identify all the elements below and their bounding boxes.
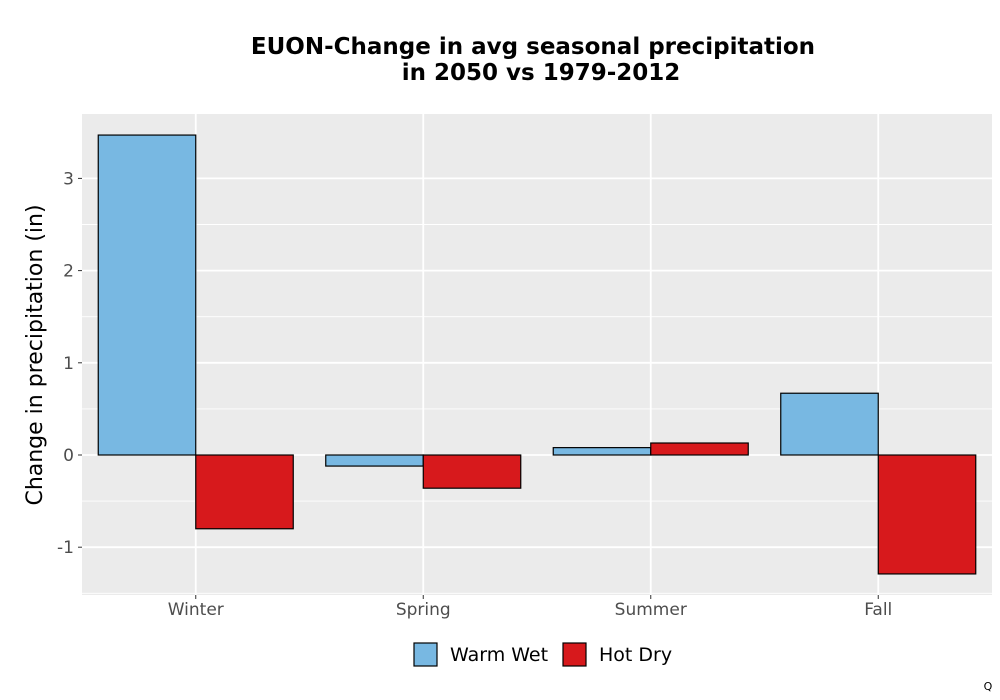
y-tick-label: -1	[57, 538, 74, 558]
y-tick-label: 3	[63, 169, 74, 189]
bar-warm-wet-fall	[780, 392, 879, 456]
legend-label: Warm Wet	[450, 644, 548, 666]
bar-warm-wet-summer	[552, 447, 652, 456]
corner-mark: Q	[984, 680, 993, 693]
bars	[97, 134, 977, 575]
legend: Warm Wet Hot Dry	[413, 642, 672, 667]
x-tick-label: Spring	[396, 600, 451, 620]
y-axis: -1 0 1 2 3	[57, 169, 82, 558]
legend-swatch	[562, 642, 587, 667]
bar-hot-dry-fall	[877, 454, 977, 575]
y-tick-label: 1	[63, 354, 74, 374]
x-axis: Winter Spring Summer Fall	[168, 595, 892, 620]
legend-swatch	[413, 642, 438, 667]
bar-warm-wet-spring	[325, 454, 424, 467]
chart-title-line-1: EUON-Change in avg seasonal precipitatio…	[251, 34, 815, 60]
bar-hot-dry-summer	[650, 442, 749, 456]
bar-hot-dry-winter	[195, 454, 294, 530]
legend-label: Hot Dry	[599, 644, 672, 666]
y-tick-label: 0	[63, 446, 74, 466]
y-tick-label: 2	[63, 262, 74, 282]
chart-title-line-2: in 2050 vs 1979-2012	[402, 60, 681, 86]
x-tick-label: Winter	[168, 600, 224, 620]
y-axis-title: Change in precipitation (in)	[23, 204, 48, 505]
bar-hot-dry-spring	[422, 454, 522, 489]
x-tick-label: Summer	[615, 600, 687, 620]
x-tick-label: Fall	[864, 600, 892, 620]
bar-warm-wet-winter	[97, 134, 197, 456]
